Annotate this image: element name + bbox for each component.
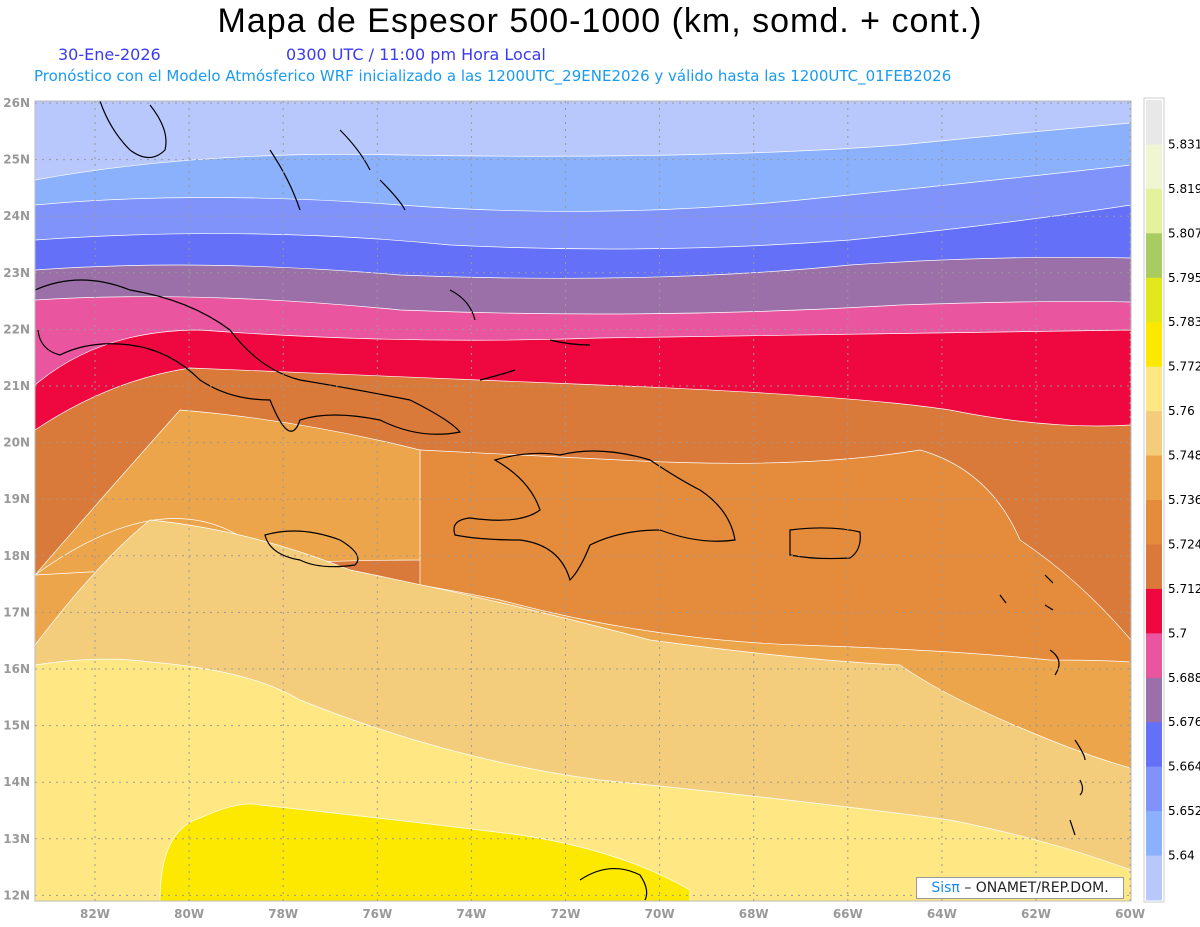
lon-label: 80W <box>174 907 204 921</box>
lat-label: 25N <box>3 153 30 167</box>
colorbar-label: 5.7 <box>1168 626 1187 640</box>
colorbar-label: 5.807 <box>1168 226 1200 240</box>
colorbar-label: 5.676 <box>1168 715 1200 729</box>
lon-label: 70W <box>645 907 675 921</box>
lat-label: 15N <box>3 719 30 733</box>
longitude-labels: 82W 80W 78W 76W 74W 72W 70W 68W 66W 64W 62W 60W <box>80 907 1145 921</box>
colorbar-swatch <box>1146 100 1162 145</box>
colorbar-swatch <box>1146 722 1162 768</box>
colorbar-swatch <box>1146 322 1162 368</box>
lon-label: 76W <box>362 907 392 921</box>
colorbar-swatch <box>1146 500 1162 545</box>
colorbar-label: 5.736 <box>1168 493 1200 507</box>
lat-label: 21N <box>3 379 30 393</box>
lon-label: 74W <box>456 907 486 921</box>
lon-label: 60W <box>1115 907 1145 921</box>
lat-label: 20N <box>3 436 30 450</box>
colorbar-label: 5.664 <box>1168 760 1200 774</box>
florida-coast <box>99 101 167 159</box>
colorbar-swatch <box>1146 633 1162 679</box>
lat-label: 16N <box>3 662 30 676</box>
colorbar-label: 5.64 <box>1168 849 1195 863</box>
lon-label: 72W <box>551 907 581 921</box>
cuba-coast <box>35 279 462 435</box>
lat-label: 12N <box>3 888 30 902</box>
lat-label: 18N <box>3 549 30 563</box>
colorbar-swatch <box>1146 144 1162 190</box>
credit-text: – ONAMET/REP.DOM. <box>964 880 1109 896</box>
colorbar-label: 5.688 <box>1168 671 1200 685</box>
band-5.783 <box>159 803 691 901</box>
colorbar-swatch <box>1146 411 1162 457</box>
grid-lines <box>35 101 1131 901</box>
colorbar-label: 5.748 <box>1168 449 1200 463</box>
lon-label: 66W <box>833 907 863 921</box>
colorbar-swatch <box>1146 766 1162 812</box>
lat-label: 17N <box>3 605 30 619</box>
colorbar-swatch <box>1146 855 1162 901</box>
latitude-labels: 26N 25N 24N 23N 22N 21N 20N 19N 18N 17N 16N 15N 14N 1… <box>3 96 30 902</box>
time-label: 0300 UTC / 11:00 pm Hora Local <box>286 45 546 64</box>
lat-label: 22N <box>3 322 30 336</box>
lon-label: 82W <box>80 907 110 921</box>
colorbar-label: 5.652 <box>1168 804 1200 818</box>
colorbar-label: 5.772 <box>1168 360 1200 374</box>
colorbar-swatch <box>1146 677 1162 723</box>
lat-label: 26N <box>3 96 30 110</box>
colorbar-label: 5.795 <box>1168 271 1200 285</box>
colorbar-swatch <box>1146 811 1162 857</box>
lat-label: 19N <box>3 492 30 506</box>
map-title: Mapa de Espesor 500-1000 (km, somd. + co… <box>217 2 983 40</box>
lon-label: 78W <box>268 907 298 921</box>
date-label: 30-Ene-2026 <box>58 45 161 64</box>
lon-label: 64W <box>927 907 957 921</box>
shaded-bands <box>35 101 1131 901</box>
colorbar-swatch <box>1146 366 1162 412</box>
colorbar-swatch <box>1146 588 1162 634</box>
hispaniola-coast <box>453 450 736 582</box>
colorbar-swatch <box>1146 233 1162 279</box>
colorbar-swatch <box>1146 188 1162 234</box>
colorbar-label: 5.819 <box>1168 182 1200 196</box>
colorbar-frame <box>1143 97 1165 903</box>
colorbar-label: 5.783 <box>1168 315 1200 329</box>
colorbar-swatch <box>1146 455 1162 501</box>
lat-label: 23N <box>3 266 30 280</box>
lon-label: 68W <box>739 907 769 921</box>
puerto-rico-coast <box>789 527 861 560</box>
coastlines <box>35 101 1086 901</box>
colorbar-label: 5.724 <box>1168 537 1200 551</box>
lat-label: 24N <box>3 209 30 223</box>
sispi-logo: Sisπ <box>931 880 960 896</box>
jamaica-coast <box>264 530 359 568</box>
colorbar-label: 5.712 <box>1168 582 1200 596</box>
forecast-info: Pronóstico con el Modelo Atmósferico WRF… <box>34 67 952 85</box>
map-frame <box>34 100 1132 902</box>
bahamas-coast <box>269 129 591 381</box>
lat-label: 14N <box>3 775 30 789</box>
colorbar-swatch <box>1146 277 1162 323</box>
lon-label: 62W <box>1021 907 1051 921</box>
colorbar-label: 5.76 <box>1168 404 1195 418</box>
colorbar-label: 5.831 <box>1168 137 1200 151</box>
colorbar-swatch <box>1146 544 1162 590</box>
lesser-antilles-coast <box>579 574 1086 901</box>
credit-box: Sisπ – ONAMET/REP.DOM. <box>916 877 1124 899</box>
colorbar: 5.831 5.819 5.807 5.795 5.783 5.772 5.76 5.748 5… <box>1143 97 1200 903</box>
lat-label: 13N <box>3 832 30 846</box>
